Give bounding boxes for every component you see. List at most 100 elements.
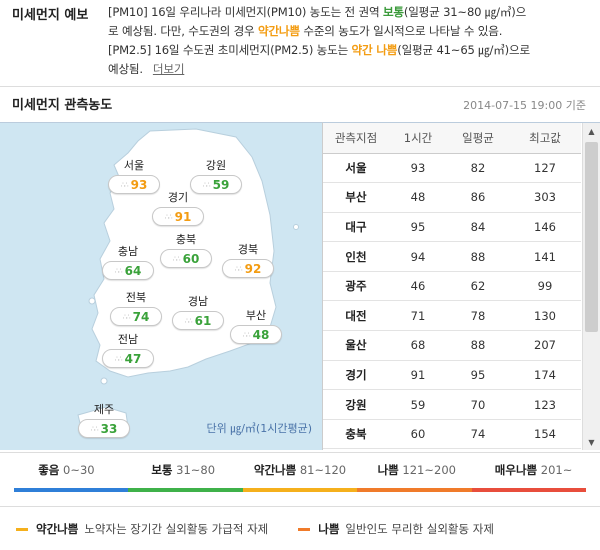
cell-daily-avg: 84 — [447, 212, 509, 243]
forecast-title: 미세먼지 예보 — [12, 8, 89, 23]
haze-icon: ∴∴ — [114, 266, 123, 275]
cell-station: 울산 — [323, 330, 389, 361]
scale-level-range: 31~80 — [176, 463, 216, 477]
haze-icon: ∴∴ — [122, 312, 131, 321]
table-row: 부산 48 86 303 — [323, 182, 581, 213]
cell-hourly: 91 — [389, 360, 447, 391]
cell-max: 207 — [509, 330, 581, 361]
region-jeonnam[interactable]: 전남 ∴∴ 47 — [100, 331, 156, 368]
haze-icon: ∴∴ — [120, 180, 129, 189]
scale-level-name: 좋음 — [38, 463, 60, 477]
region-name: 서울 — [123, 159, 145, 172]
forecast-text-part: (일평균 41~65 ㎍/㎥)으로 — [397, 43, 530, 57]
scale-color-bar — [14, 488, 587, 492]
forecast-line-4: 예상됨. 더보기 — [108, 60, 592, 79]
cell-max: 146 — [509, 212, 581, 243]
region-chungbuk[interactable]: 충북 ∴∴ 60 — [158, 231, 214, 268]
table-row: 인천 94 88 141 — [323, 241, 581, 272]
note-text: 노약자는 장기간 실외활동 가급적 자제 — [84, 522, 269, 536]
scale-segment — [242, 488, 358, 492]
scroll-thumb[interactable] — [585, 142, 598, 332]
divider — [0, 452, 600, 453]
note-level: 나쁨 — [318, 522, 340, 536]
region-name: 경북 — [237, 243, 259, 256]
region-value: 59 — [212, 177, 230, 192]
advisory-note: 약간나쁨 노약자는 장기간 실외활동 가급적 자제 — [16, 521, 268, 537]
cell-daily-avg: 70 — [447, 389, 509, 420]
more-link[interactable]: 더보기 — [152, 62, 185, 76]
forecast-text-part: 예상됨. — [108, 62, 143, 76]
divider — [0, 86, 600, 87]
note-level: 약간나쁨 — [36, 522, 79, 536]
scroll-up-icon[interactable]: ▲ — [583, 123, 600, 140]
cell-station: 부산 — [323, 182, 389, 213]
scale-level-name: 나쁨 — [377, 463, 399, 477]
cell-station: 광주 — [323, 271, 389, 302]
level-scale: 좋음 0~30 보통 31~80 약간나쁨 81~120 나쁨 121~200 매우나쁨… — [0, 462, 600, 498]
region-value: 60 — [182, 251, 200, 266]
scale-label: 매우나쁨 201~ — [475, 462, 592, 478]
observation-table: 관측지점 1시간 일평균 최고값 서울 93 82 127 부산 48 86 303 대구 95 8… — [323, 123, 581, 450]
table-row: 경기 91 95 174 — [323, 360, 581, 391]
region-value: 92 — [244, 261, 262, 276]
region-name: 강원 — [205, 159, 227, 172]
region-busan[interactable]: 부산 ∴∴ 48 — [228, 307, 284, 344]
scale-label: 약간나쁨 81~120 — [242, 462, 359, 478]
observation-header: 미세먼지 관측농도 2014-07-15 19:00 기준 — [0, 92, 600, 118]
level-moderate-text: 약간 나쁨 — [351, 43, 398, 57]
region-jeonbuk[interactable]: 전북 ∴∴ 74 — [108, 289, 164, 326]
scale-level-name: 보통 — [151, 463, 173, 477]
dash-icon — [16, 527, 28, 531]
forecast-text-part: (일평균 31~80 ㎍/㎥)으 — [403, 5, 527, 19]
scale-label: 보통 31~80 — [125, 462, 242, 478]
cell-daily-avg: 88 — [447, 241, 509, 272]
forecast-panel: 미세먼지 예보 [PM10] 16일 우리나라 미세먼지(PM10) 농도는 전… — [0, 0, 600, 85]
cell-hourly: 93 — [389, 153, 447, 184]
haze-icon: ∴∴ — [90, 424, 99, 433]
table-row: 대전 71 78 130 — [323, 300, 581, 332]
cell-daily-avg: 82 — [447, 153, 509, 184]
forecast-text-part: [PM2.5] 16일 수도권 초미세먼지(PM2.5) 농도는 — [108, 43, 352, 57]
scroll-down-icon[interactable]: ▼ — [583, 434, 600, 450]
cell-daily-avg: 88 — [447, 330, 509, 361]
haze-icon: ∴∴ — [114, 354, 123, 363]
header-daily-avg: 일평균 — [447, 123, 509, 154]
observation-table-panel: 관측지점 1시간 일평균 최고값 서울 93 82 127 부산 48 86 303 대구 95 8… — [322, 122, 600, 450]
region-value: 91 — [174, 209, 192, 224]
region-value: 61 — [194, 313, 212, 328]
advisory-note: 나쁨 일반인도 무리한 실외활동 자제 — [298, 521, 494, 537]
table-row: 광주 46 62 99 — [323, 271, 581, 302]
haze-icon: ∴∴ — [164, 212, 173, 221]
header-station: 관측지점 — [323, 123, 389, 154]
cell-hourly: 94 — [389, 241, 447, 272]
region-jeju[interactable]: 제주 ∴∴ 33 — [76, 401, 132, 438]
forecast-line-2: 로 예상됨. 다만, 수도권의 경우 약간나쁨 수준의 농도가 일시적으로 나타… — [108, 22, 592, 41]
region-gyeonggi[interactable]: 경기 ∴∴ 91 — [150, 189, 206, 226]
cell-station: 서울 — [323, 153, 389, 184]
table-row: 충북 60 74 154 — [323, 419, 581, 450]
region-name: 제주 — [93, 403, 115, 416]
region-name: 경기 — [167, 191, 189, 204]
header-hourly: 1시간 — [389, 123, 447, 154]
scale-segment — [128, 488, 243, 492]
table-scrollbar[interactable]: ▲ ▼ — [582, 123, 600, 450]
region-gyeongnam[interactable]: 경남 ∴∴ 61 — [170, 293, 226, 330]
region-seoul[interactable]: 서울 ∴∴ 93 — [106, 157, 162, 194]
cell-daily-avg: 95 — [447, 360, 509, 391]
forecast-line-3: [PM2.5] 16일 수도권 초미세먼지(PM2.5) 농도는 약간 나쁨(일… — [108, 41, 592, 60]
region-chungnam[interactable]: 충남 ∴∴ 64 — [100, 243, 156, 280]
region-gangwon[interactable]: 강원 ∴∴ 59 — [188, 157, 244, 194]
advisory-notes: 약간나쁨 노약자는 장기간 실외활동 가급적 자제 나쁨 일반인도 무리한 실외활동 … — [0, 514, 600, 544]
forecast-text-part: [PM10] 16일 우리나라 미세먼지(PM10) 농도는 전 권역 — [108, 5, 383, 19]
cell-hourly: 71 — [389, 300, 447, 332]
scale-level-name: 약간나쁨 — [253, 463, 297, 477]
header-max: 최고값 — [509, 123, 581, 154]
section-title: 미세먼지 관측농도 — [12, 98, 113, 113]
region-value: 64 — [124, 263, 142, 278]
cell-max: 174 — [509, 360, 581, 391]
cell-hourly: 60 — [389, 419, 447, 450]
haze-icon: ∴∴ — [184, 316, 193, 325]
cell-max: 154 — [509, 419, 581, 450]
region-gyeongbuk[interactable]: 경북 ∴∴ 92 — [220, 241, 276, 278]
cell-station: 경기 — [323, 360, 389, 391]
